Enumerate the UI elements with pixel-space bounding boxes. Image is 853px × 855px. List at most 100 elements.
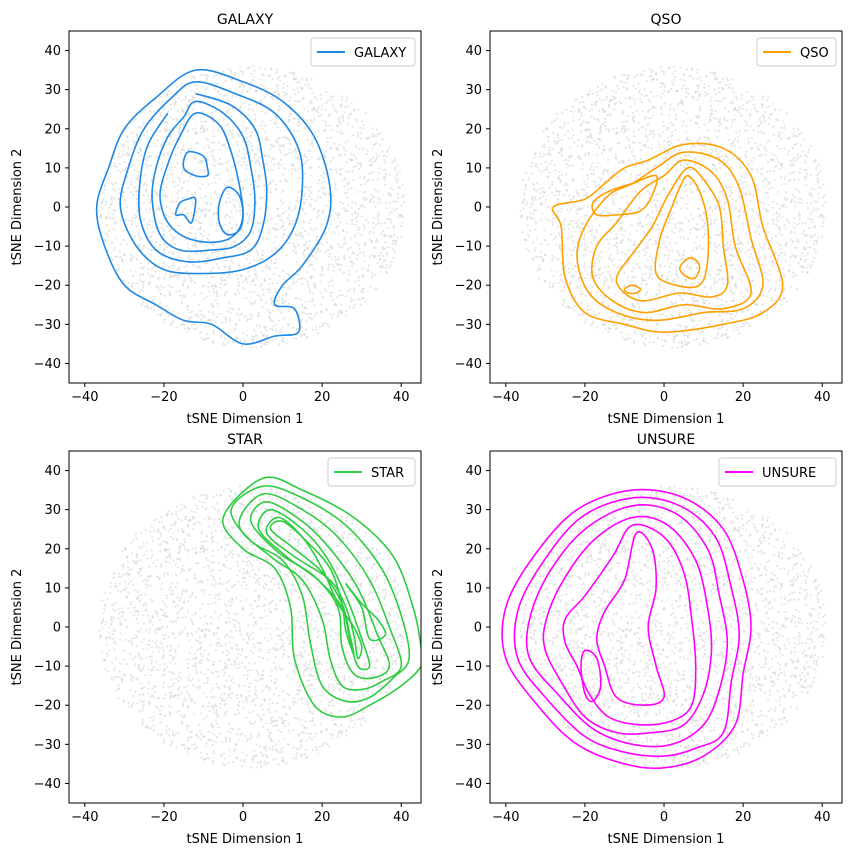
background-point bbox=[657, 237, 660, 240]
background-point bbox=[793, 216, 796, 219]
background-point bbox=[176, 161, 179, 165]
background-point bbox=[325, 90, 328, 94]
background-point bbox=[257, 148, 260, 151]
background-point bbox=[328, 265, 331, 268]
background-point bbox=[288, 274, 291, 277]
background-point bbox=[209, 150, 212, 153]
background-point bbox=[300, 326, 303, 329]
background-point bbox=[370, 158, 373, 161]
background-point bbox=[793, 254, 796, 257]
background-point bbox=[270, 160, 273, 163]
background-point bbox=[199, 309, 202, 312]
background-point bbox=[237, 144, 240, 147]
background-point bbox=[617, 87, 620, 90]
background-point bbox=[258, 227, 261, 230]
background-point bbox=[184, 128, 187, 131]
background-point bbox=[359, 204, 363, 207]
background-point bbox=[527, 235, 530, 238]
background-point bbox=[716, 153, 719, 156]
background-point bbox=[216, 82, 219, 85]
background-point bbox=[268, 155, 271, 158]
background-point bbox=[222, 254, 225, 257]
background-point bbox=[178, 190, 181, 193]
background-point bbox=[375, 153, 378, 156]
background-point bbox=[676, 346, 679, 349]
background-point bbox=[586, 94, 589, 97]
background-point bbox=[336, 130, 339, 133]
background-point bbox=[144, 158, 147, 161]
background-point bbox=[397, 186, 400, 189]
background-point bbox=[203, 146, 206, 149]
background-point bbox=[334, 109, 337, 112]
background-point bbox=[335, 226, 338, 229]
background-point bbox=[578, 207, 581, 210]
background-point bbox=[754, 231, 757, 234]
background-point bbox=[337, 147, 340, 151]
background-point bbox=[179, 138, 182, 141]
background-point bbox=[168, 308, 171, 311]
background-point bbox=[139, 208, 142, 211]
background-point bbox=[272, 320, 275, 323]
background-point bbox=[161, 162, 164, 165]
background-point bbox=[722, 158, 725, 161]
background-point bbox=[635, 109, 638, 112]
background-point bbox=[341, 202, 344, 205]
background-point bbox=[681, 283, 684, 286]
y-tick-label: −30 bbox=[34, 318, 61, 333]
background-point bbox=[317, 332, 320, 335]
background-point bbox=[316, 136, 319, 139]
background-point bbox=[191, 128, 194, 131]
background-point bbox=[337, 258, 340, 261]
background-point bbox=[371, 161, 374, 164]
background-point bbox=[206, 139, 210, 142]
background-point bbox=[132, 256, 135, 259]
background-point bbox=[392, 224, 395, 228]
background-point bbox=[653, 203, 657, 206]
x-axis-ticks: −40 −20 0 20 40 bbox=[71, 383, 409, 405]
background-point bbox=[762, 179, 765, 182]
background-point bbox=[172, 117, 175, 121]
background-point bbox=[762, 167, 765, 170]
background-point bbox=[199, 160, 202, 163]
background-point bbox=[750, 246, 753, 249]
background-point bbox=[282, 233, 285, 236]
background-point bbox=[226, 310, 230, 313]
background-point bbox=[199, 196, 202, 199]
background-point bbox=[232, 261, 235, 264]
background-point bbox=[211, 311, 214, 314]
background-point bbox=[624, 120, 627, 123]
background-point bbox=[332, 269, 335, 272]
background-point bbox=[797, 201, 800, 204]
background-point bbox=[614, 328, 617, 331]
background-point bbox=[632, 341, 635, 344]
background-point bbox=[642, 321, 645, 324]
background-point bbox=[341, 114, 344, 117]
background-point bbox=[768, 122, 771, 125]
background-point bbox=[698, 92, 701, 96]
background-point bbox=[183, 276, 186, 279]
background-point bbox=[783, 296, 786, 299]
background-point bbox=[271, 226, 274, 229]
background-point bbox=[277, 92, 280, 96]
background-point bbox=[119, 255, 122, 259]
background-point bbox=[323, 180, 326, 184]
background-point bbox=[547, 176, 550, 179]
background-point bbox=[306, 149, 310, 152]
background-point bbox=[821, 204, 824, 207]
background-point bbox=[563, 244, 567, 248]
background-point bbox=[114, 209, 117, 212]
background-point bbox=[250, 131, 253, 134]
background-point bbox=[558, 234, 561, 237]
background-point bbox=[765, 295, 768, 298]
background-point bbox=[633, 276, 637, 279]
background-point bbox=[156, 139, 159, 142]
background-point bbox=[642, 248, 645, 251]
background-point bbox=[200, 313, 203, 316]
background-point bbox=[674, 156, 677, 159]
background-point bbox=[200, 318, 203, 321]
background-point bbox=[261, 288, 265, 291]
background-point bbox=[112, 249, 115, 252]
background-point bbox=[700, 180, 703, 183]
background-point bbox=[260, 124, 263, 127]
background-point bbox=[237, 263, 240, 267]
